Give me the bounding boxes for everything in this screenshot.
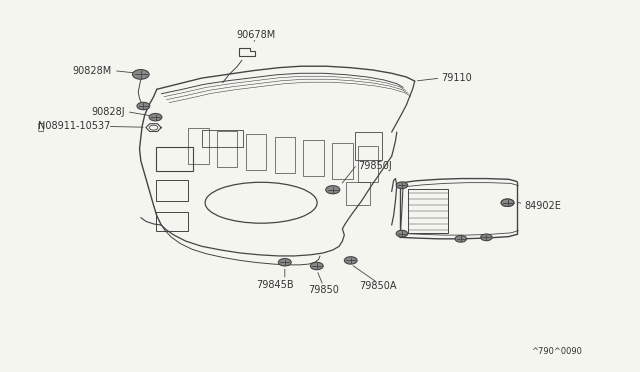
Circle shape [501, 199, 514, 206]
Circle shape [278, 259, 291, 266]
Circle shape [137, 102, 150, 110]
Circle shape [310, 262, 323, 270]
Text: ^790^0090: ^790^0090 [531, 347, 582, 356]
Text: ⓝ: ⓝ [37, 122, 44, 131]
Circle shape [326, 186, 340, 194]
Circle shape [149, 113, 162, 121]
Text: 79850J: 79850J [358, 161, 392, 170]
Text: 79850A: 79850A [359, 282, 396, 291]
Text: 79845B: 79845B [257, 280, 294, 289]
Text: 79850: 79850 [308, 285, 339, 295]
Text: 90678M: 90678M [236, 31, 276, 40]
Circle shape [344, 257, 357, 264]
Text: 90828M: 90828M [73, 66, 112, 76]
Circle shape [396, 230, 408, 237]
Text: 79110: 79110 [442, 73, 472, 83]
Text: 90828J: 90828J [91, 107, 125, 116]
Text: N08911-10537: N08911-10537 [38, 122, 111, 131]
Text: 84902E: 84902E [525, 202, 562, 211]
Circle shape [481, 234, 492, 241]
Circle shape [455, 235, 467, 242]
Circle shape [132, 70, 149, 79]
Circle shape [501, 199, 514, 206]
Circle shape [396, 182, 408, 189]
